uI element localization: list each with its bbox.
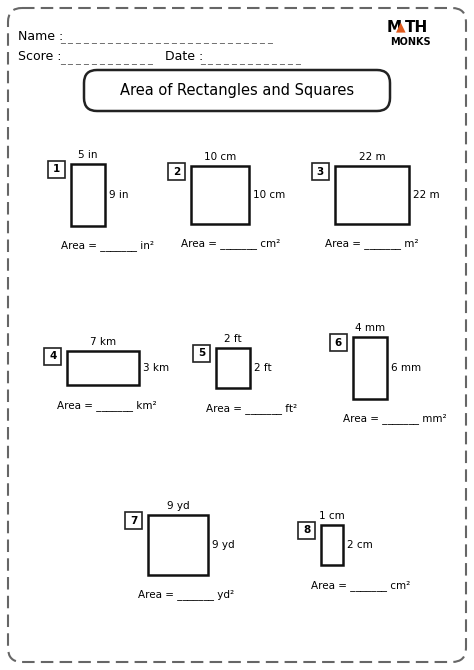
- Text: M: M: [387, 19, 402, 34]
- Text: Date :: Date :: [165, 50, 203, 64]
- FancyBboxPatch shape: [330, 334, 347, 351]
- Text: _ _ _ _ _ _ _ _ _ _ _ _: _ _ _ _ _ _ _ _ _ _ _ _: [60, 54, 156, 64]
- Text: Score :: Score :: [18, 50, 62, 64]
- Bar: [71, 164, 105, 226]
- Bar: [67, 351, 139, 385]
- Text: Name :: Name :: [18, 29, 63, 42]
- Text: 2: 2: [173, 167, 180, 177]
- Text: 6 mm: 6 mm: [391, 363, 421, 373]
- Text: 1: 1: [53, 165, 60, 174]
- Text: 2 cm: 2 cm: [347, 540, 373, 550]
- Text: Area = _______ yd²: Area = _______ yd²: [138, 590, 234, 600]
- FancyBboxPatch shape: [125, 513, 142, 529]
- Bar: [353, 337, 387, 399]
- Text: _ _ _ _ _ _ _ _ _ _ _ _ _: _ _ _ _ _ _ _ _ _ _ _ _ _: [200, 54, 304, 64]
- Bar: [216, 348, 250, 388]
- Text: MONKS: MONKS: [390, 37, 430, 47]
- FancyBboxPatch shape: [48, 161, 65, 178]
- Text: 7 km: 7 km: [90, 337, 116, 347]
- FancyBboxPatch shape: [193, 345, 210, 362]
- Text: Area of Rectangles and Squares: Area of Rectangles and Squares: [120, 84, 354, 98]
- Text: 2 ft: 2 ft: [254, 363, 272, 373]
- Text: 2 ft: 2 ft: [224, 334, 242, 344]
- Text: 5: 5: [198, 348, 205, 358]
- Text: 22 m: 22 m: [359, 152, 385, 162]
- FancyBboxPatch shape: [45, 348, 61, 365]
- Text: 3: 3: [317, 167, 324, 177]
- Bar: [191, 166, 249, 224]
- Text: _ _ _ _ _ _ _ _ _ _ _ _ _ _ _ _ _ _ _ _ _ _ _ _ _ _ _: _ _ _ _ _ _ _ _ _ _ _ _ _ _ _ _ _ _ _ _ …: [60, 33, 276, 43]
- Text: 7: 7: [130, 516, 137, 526]
- Text: 4 mm: 4 mm: [355, 323, 385, 333]
- Text: Area = _______ in²: Area = _______ in²: [61, 241, 154, 251]
- Bar: [321, 525, 343, 565]
- FancyBboxPatch shape: [168, 163, 185, 180]
- FancyBboxPatch shape: [298, 522, 315, 539]
- Text: 8: 8: [303, 525, 310, 535]
- Text: 10 cm: 10 cm: [204, 152, 236, 162]
- Text: 22 m: 22 m: [413, 190, 440, 200]
- Text: 9 in: 9 in: [109, 190, 128, 200]
- Text: Area = _______ cm²: Area = _______ cm²: [311, 580, 410, 590]
- Text: 1 cm: 1 cm: [319, 511, 345, 521]
- FancyBboxPatch shape: [311, 163, 328, 180]
- Text: 3 km: 3 km: [143, 363, 169, 373]
- Text: 5 in: 5 in: [78, 150, 98, 160]
- Text: ▲: ▲: [396, 21, 406, 34]
- Text: 10 cm: 10 cm: [253, 190, 285, 200]
- Text: Area = _______ mm²: Area = _______ mm²: [343, 413, 447, 425]
- Text: 6: 6: [335, 338, 342, 348]
- FancyBboxPatch shape: [84, 70, 390, 111]
- Text: Area = _______ km²: Area = _______ km²: [57, 399, 157, 411]
- Text: Area = _______ ft²: Area = _______ ft²: [206, 403, 297, 413]
- Text: Area = _______ m²: Area = _______ m²: [325, 239, 418, 249]
- Bar: [335, 166, 410, 224]
- Bar: [148, 515, 208, 575]
- Text: Area = _______ cm²: Area = _______ cm²: [181, 239, 280, 249]
- Text: 4: 4: [49, 352, 56, 361]
- Text: TH: TH: [405, 19, 428, 34]
- Text: 9 yd: 9 yd: [212, 540, 234, 550]
- Text: 9 yd: 9 yd: [167, 501, 189, 511]
